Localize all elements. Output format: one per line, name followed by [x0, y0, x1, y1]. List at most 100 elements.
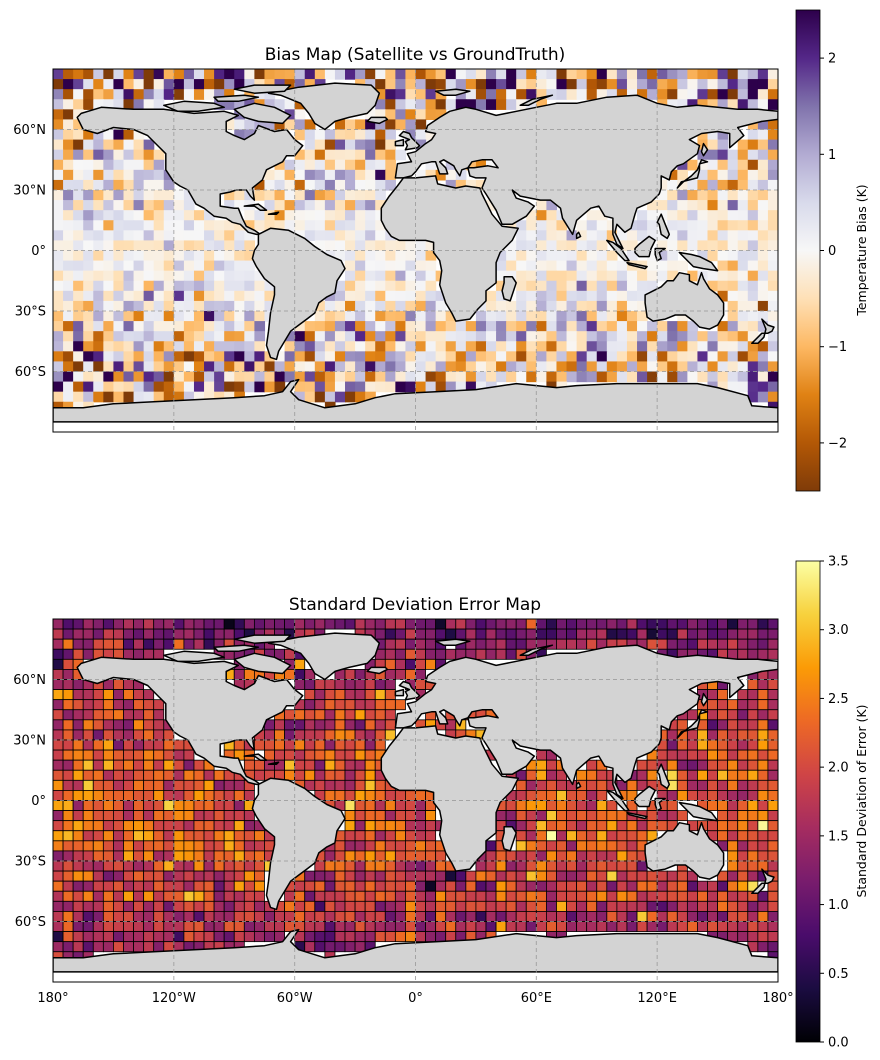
std-cell — [284, 729, 296, 741]
bias-cell — [647, 210, 658, 221]
std-cell — [374, 830, 386, 842]
bias-cell — [103, 230, 115, 242]
bias-cell — [113, 300, 125, 312]
std-cell — [495, 890, 507, 902]
bias-cell — [697, 331, 709, 342]
bias-cell — [375, 240, 386, 252]
bias-cell — [405, 341, 417, 352]
bias-cell — [234, 250, 245, 262]
std-cell — [354, 669, 366, 680]
std-cell — [384, 880, 396, 892]
bias-cell — [425, 89, 437, 100]
bias-cell — [546, 331, 558, 342]
bias-cell — [365, 129, 376, 141]
bias-cell — [173, 321, 185, 332]
std-cell — [364, 810, 376, 822]
std-cell — [123, 709, 134, 721]
std-cell — [62, 658, 74, 670]
std-cell — [53, 900, 64, 912]
bias-cell — [294, 341, 306, 352]
bias-cell — [526, 280, 537, 292]
std-cell — [727, 638, 739, 650]
bias-cell — [737, 331, 749, 342]
std-cell — [515, 800, 527, 811]
std-cell — [264, 759, 275, 771]
bias-cell — [63, 270, 74, 282]
bias-cell — [53, 159, 64, 171]
colorbar-tick-label: 0.0 — [828, 1036, 849, 1051]
std-cell — [113, 689, 124, 701]
std-cell — [596, 880, 608, 892]
std-cell — [757, 941, 769, 953]
bias-cell — [183, 280, 195, 292]
std-cell — [586, 840, 598, 852]
bias-cell — [395, 119, 407, 131]
bias-cell — [264, 200, 276, 211]
std-cell — [203, 840, 215, 852]
bias-cell — [737, 381, 749, 393]
std-cell — [123, 628, 134, 640]
bias-cell — [345, 250, 356, 262]
std-cell — [233, 800, 245, 811]
std-cell — [384, 800, 396, 811]
bias-cell — [73, 321, 84, 332]
bias-cell — [506, 331, 517, 342]
std-cell — [596, 870, 608, 882]
bias-cell — [677, 89, 688, 100]
std-cell — [737, 648, 749, 660]
bias-cell — [536, 240, 547, 252]
bias-cell — [113, 200, 125, 211]
bias-cell — [375, 250, 386, 262]
bias-cell — [445, 169, 457, 181]
bias-cell — [375, 371, 386, 383]
bias-cell — [193, 79, 205, 90]
std-cell — [113, 880, 124, 892]
std-cell — [525, 870, 537, 882]
std-cell — [425, 880, 437, 892]
bias-cell — [234, 270, 245, 282]
bias-cell — [173, 210, 185, 221]
bias-cell — [355, 311, 366, 322]
bias-cell — [536, 210, 547, 221]
std-cell — [203, 890, 215, 902]
bias-cell — [485, 331, 497, 342]
bias-cell — [123, 230, 135, 242]
bias-cell — [153, 371, 165, 383]
bias-cell — [324, 139, 336, 151]
std-cell — [535, 779, 547, 791]
bias-cell — [264, 361, 276, 373]
std-cell — [334, 679, 346, 690]
std-cell — [304, 709, 316, 721]
bias-cell — [657, 69, 668, 80]
std-cell — [737, 860, 749, 872]
bias-cell — [365, 240, 376, 252]
bias-cell — [395, 371, 407, 383]
std-cell — [374, 709, 386, 721]
bias-cell — [153, 361, 165, 373]
std-cell — [747, 628, 759, 640]
std-cell — [143, 699, 155, 711]
bias-cell — [556, 280, 568, 292]
bias-cell — [214, 79, 225, 90]
bias-cell — [747, 220, 759, 231]
std-cell — [284, 749, 296, 761]
land-polygon — [76, 656, 304, 786]
bias-cell — [566, 250, 578, 262]
std-cell — [616, 840, 628, 852]
std-cell — [354, 779, 366, 791]
bias-cell — [677, 321, 688, 332]
std-cell — [485, 850, 497, 862]
bias-cell — [415, 371, 427, 383]
bias-cell — [757, 139, 769, 151]
std-cell — [556, 810, 567, 822]
bias-cell — [173, 331, 185, 342]
bias-cell — [626, 89, 638, 100]
std-cell — [133, 719, 145, 731]
std-cell — [666, 628, 678, 640]
bias-cell — [53, 311, 64, 322]
std-cell — [646, 769, 658, 781]
bias-cell — [173, 230, 185, 242]
bias-cell — [304, 190, 316, 201]
std-cell — [646, 628, 658, 640]
land-polygon — [251, 227, 346, 361]
